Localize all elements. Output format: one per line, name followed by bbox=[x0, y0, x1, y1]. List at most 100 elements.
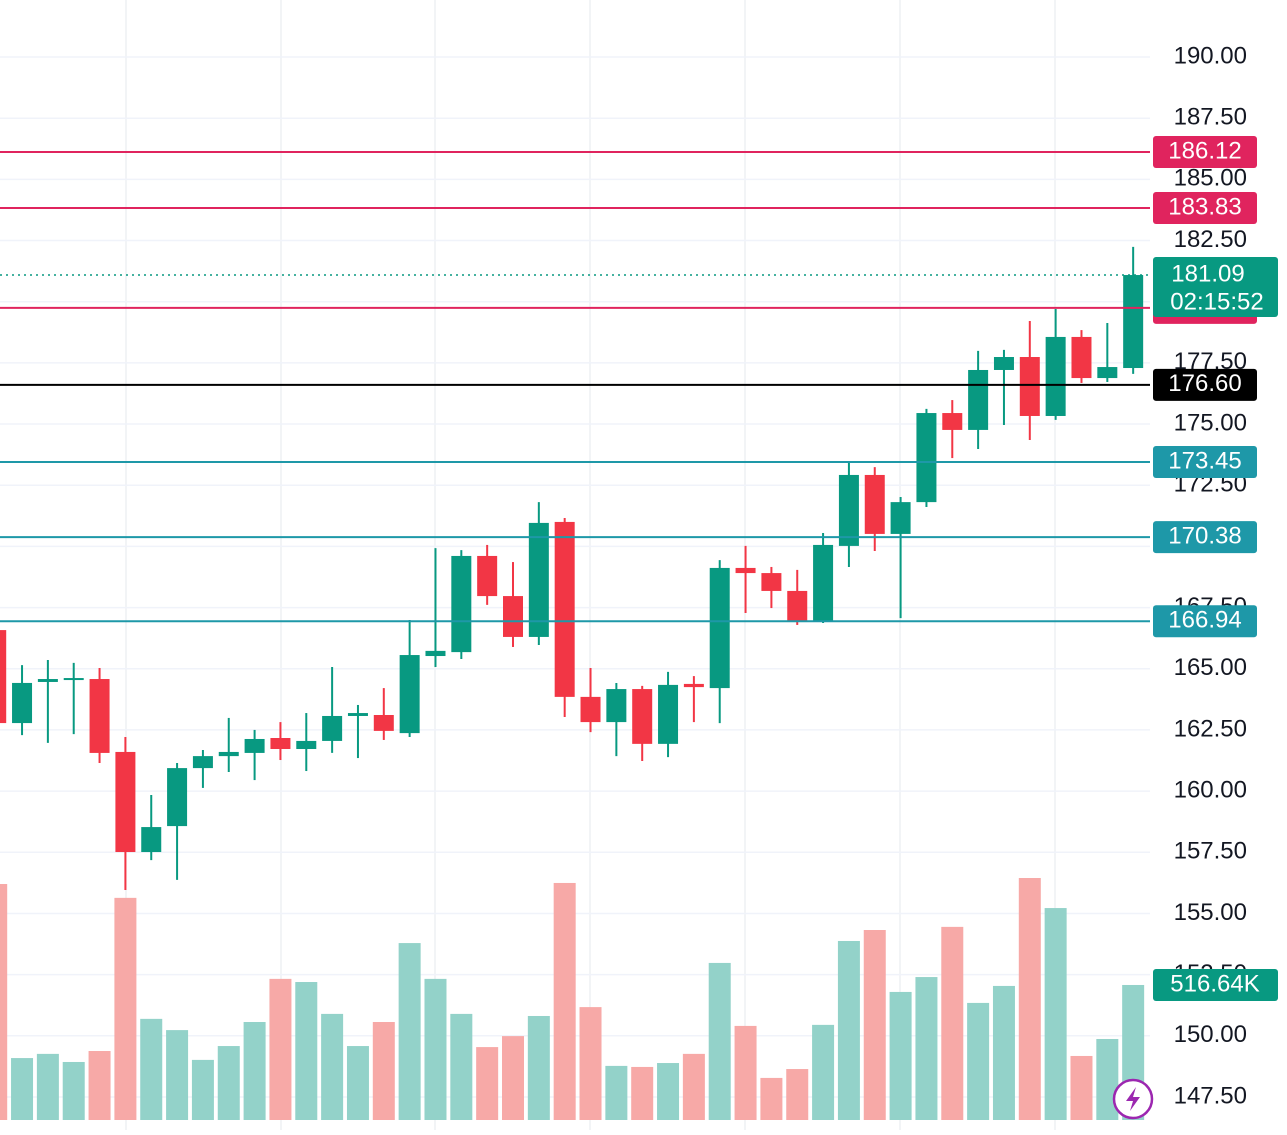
last-price-label: 181.09 bbox=[1171, 260, 1244, 287]
price-badge-label: 166.94 bbox=[1168, 607, 1241, 634]
candle-body bbox=[63, 678, 84, 681]
volume-bar bbox=[812, 1024, 835, 1120]
price-lines bbox=[0, 150, 1150, 623]
y-tick-label: 155.00 bbox=[1174, 899, 1247, 926]
y-tick-label: 175.00 bbox=[1174, 409, 1247, 436]
volume-bar bbox=[398, 943, 421, 1120]
candle-body bbox=[244, 738, 265, 753]
volume-bar bbox=[114, 897, 137, 1120]
volume-bar bbox=[140, 1018, 163, 1120]
volume-bar bbox=[786, 1069, 809, 1120]
price-badge-label: 186.12 bbox=[1168, 137, 1241, 164]
candle-body bbox=[709, 567, 730, 689]
volume-bar bbox=[1070, 1055, 1093, 1120]
candle-body bbox=[658, 684, 679, 744]
price-badge bbox=[1153, 521, 1257, 554]
vertical-grid bbox=[125, 0, 1056, 1130]
price-badge bbox=[1153, 445, 1257, 478]
price-badge bbox=[1153, 368, 1257, 401]
volume-bar bbox=[734, 1025, 757, 1120]
y-tick-label: 162.50 bbox=[1174, 715, 1247, 742]
candle-body bbox=[787, 590, 808, 623]
candle-body bbox=[503, 596, 523, 637]
candle-body bbox=[347, 713, 368, 716]
volume-bar bbox=[243, 1021, 266, 1120]
y-tick-label: 150.00 bbox=[1174, 1021, 1247, 1048]
candle-body bbox=[580, 696, 601, 723]
volume-bar bbox=[1018, 878, 1041, 1120]
candle-body bbox=[838, 474, 859, 546]
candle-body bbox=[12, 682, 33, 724]
candle-body bbox=[735, 567, 756, 574]
lightning-icon bbox=[1126, 1087, 1140, 1111]
y-tick-label: 190.00 bbox=[1174, 42, 1247, 69]
candle-body bbox=[218, 751, 239, 757]
price-badge bbox=[1153, 191, 1257, 224]
lightning-button[interactable] bbox=[1112, 1078, 1154, 1120]
y-tick-label: 185.00 bbox=[1174, 165, 1247, 192]
volume-bar bbox=[166, 1030, 189, 1120]
last-price-badge bbox=[1153, 257, 1278, 318]
volume-bar bbox=[941, 926, 964, 1120]
volume-bar bbox=[191, 1059, 214, 1120]
volume-bar bbox=[1044, 908, 1067, 1120]
volume-bar bbox=[915, 977, 938, 1120]
candle-body bbox=[296, 740, 317, 750]
volume-bar bbox=[346, 1046, 369, 1120]
candle-body bbox=[942, 413, 963, 430]
volume-bar bbox=[760, 1077, 783, 1120]
candle-body bbox=[425, 650, 446, 657]
volume-bar bbox=[321, 1013, 344, 1120]
price-badge-label: 170.38 bbox=[1168, 522, 1241, 549]
candle-body bbox=[1019, 357, 1040, 416]
volume-bar bbox=[217, 1046, 240, 1120]
candle-body bbox=[1097, 367, 1118, 379]
y-tick-label: 165.00 bbox=[1174, 654, 1247, 681]
candle-body bbox=[373, 714, 394, 731]
price-badge bbox=[1153, 605, 1257, 638]
candle-body bbox=[192, 756, 213, 769]
volume-bar bbox=[605, 1065, 628, 1120]
candle-body bbox=[761, 573, 782, 591]
volume-bar bbox=[992, 985, 1015, 1120]
candle-body bbox=[89, 679, 110, 753]
volume-bar bbox=[11, 1058, 34, 1120]
candle-body bbox=[270, 737, 291, 750]
candle-body bbox=[528, 522, 549, 637]
candle-body bbox=[1071, 336, 1092, 379]
candle-body bbox=[37, 679, 58, 682]
volume-bar bbox=[476, 1047, 499, 1120]
countdown-label: 02:15:52 bbox=[1170, 288, 1263, 315]
volume-bar bbox=[889, 991, 912, 1120]
candle-body bbox=[1045, 336, 1066, 416]
candle-body bbox=[916, 413, 937, 503]
candle-body bbox=[399, 655, 420, 734]
volume-bar bbox=[450, 1013, 473, 1120]
volume-bar bbox=[631, 1066, 654, 1120]
volume-label: 516.64K bbox=[1170, 970, 1259, 997]
candle-body bbox=[477, 555, 498, 597]
volume-bar bbox=[88, 1051, 111, 1120]
y-tick-label: 157.50 bbox=[1174, 838, 1247, 865]
volume-bar bbox=[708, 962, 731, 1120]
candle-body bbox=[141, 827, 162, 853]
volume-bar bbox=[682, 1053, 705, 1120]
candle-body bbox=[683, 683, 704, 688]
y-tick-label: 187.50 bbox=[1174, 104, 1247, 131]
volume-bar bbox=[527, 1015, 550, 1120]
candle-body bbox=[115, 751, 136, 853]
candle-body bbox=[864, 474, 885, 534]
volume-badge bbox=[1153, 968, 1278, 1001]
volume-bar bbox=[372, 1021, 395, 1120]
price-badges: 516.64K186.12183.83179.75176.60173.45170… bbox=[1153, 135, 1278, 1001]
candle-body bbox=[968, 369, 989, 430]
volume-bar bbox=[553, 882, 576, 1120]
candle-body bbox=[167, 768, 188, 827]
volume-bar bbox=[0, 884, 8, 1120]
volume-bar bbox=[657, 1063, 680, 1120]
candle-body bbox=[1123, 275, 1144, 369]
price-badge bbox=[1153, 135, 1257, 168]
candle-body bbox=[890, 502, 911, 534]
y-tick-label: 147.50 bbox=[1174, 1082, 1247, 1109]
